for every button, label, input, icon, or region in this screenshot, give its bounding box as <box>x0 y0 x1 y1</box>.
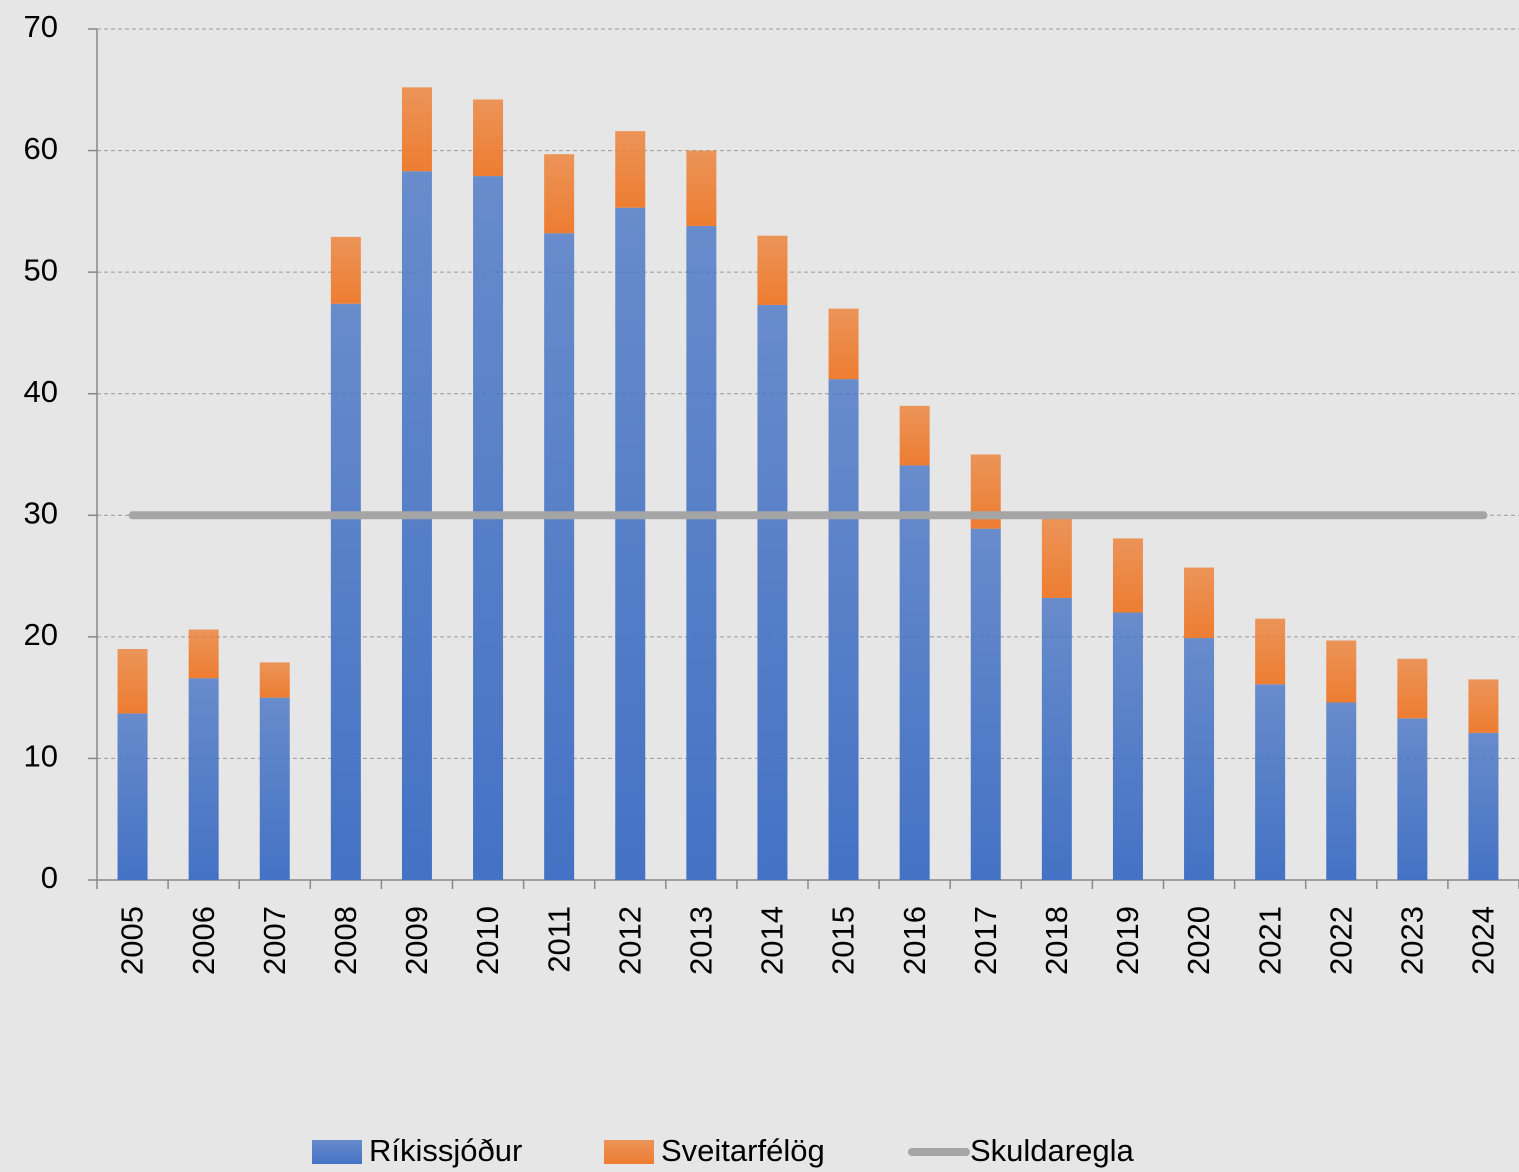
bar <box>1041 597 1072 880</box>
x-tick-label: 2015 <box>826 906 861 975</box>
bar <box>473 99 504 177</box>
y-tick-label: 20 <box>24 617 58 652</box>
legend-swatch <box>312 1140 362 1164</box>
x-tick-label: 2013 <box>684 906 719 975</box>
bar <box>330 236 361 304</box>
y-tick-label: 50 <box>24 252 58 287</box>
bar <box>1112 538 1143 613</box>
legend-label: Skuldaregla <box>970 1133 1134 1168</box>
bar <box>117 649 148 714</box>
y-tick-label: 10 <box>24 739 58 774</box>
x-tick-label: 2014 <box>755 906 790 975</box>
x-tick-label: 2024 <box>1466 906 1501 975</box>
bar <box>615 207 646 880</box>
bar <box>828 379 859 880</box>
bar <box>1468 679 1499 733</box>
bar <box>544 154 575 234</box>
bar <box>1112 612 1143 880</box>
bar <box>615 131 646 208</box>
bar <box>259 697 290 880</box>
x-tick-label: 2017 <box>968 906 1003 975</box>
y-tick-label: 0 <box>41 860 58 895</box>
bar <box>1397 658 1428 719</box>
legend-swatch <box>604 1140 654 1164</box>
bar <box>1255 684 1286 880</box>
bar <box>899 465 930 880</box>
bar <box>259 662 290 698</box>
x-tick-label: 2016 <box>897 906 932 975</box>
bar <box>1184 567 1215 639</box>
bar <box>188 678 219 880</box>
x-tick-label: 2012 <box>612 906 647 975</box>
bar <box>401 171 432 880</box>
bar <box>117 713 148 880</box>
bar <box>686 150 717 226</box>
x-tick-label: 2009 <box>399 906 434 975</box>
x-tick-label: 2019 <box>1110 906 1145 975</box>
bar <box>473 176 504 880</box>
x-tick-label: 2006 <box>186 906 221 975</box>
bar <box>1326 702 1357 880</box>
x-tick-label: 2010 <box>470 906 505 975</box>
x-tick-label: 2020 <box>1181 906 1216 975</box>
bar <box>828 308 859 380</box>
bar <box>330 303 361 880</box>
bar <box>970 528 1001 880</box>
y-tick-label: 60 <box>24 131 58 166</box>
y-tick-label: 30 <box>24 495 58 530</box>
legend-label: Ríkissjóður <box>369 1133 522 1168</box>
y-tick-label: 70 <box>24 9 58 44</box>
bar <box>1326 640 1357 703</box>
bar <box>1184 638 1215 880</box>
x-tick-label: 2023 <box>1395 906 1430 975</box>
x-tick-label: 2022 <box>1323 906 1358 975</box>
x-tick-label: 2021 <box>1252 906 1287 975</box>
bar <box>899 405 930 466</box>
bar <box>686 225 717 881</box>
y-tick-label: 40 <box>24 374 58 409</box>
bar <box>757 235 788 305</box>
bar <box>1468 732 1499 880</box>
bar <box>757 304 788 880</box>
x-tick-label: 2011 <box>541 906 576 973</box>
x-tick-label: 2005 <box>115 906 150 975</box>
x-tick-label: 2007 <box>257 906 292 975</box>
bar <box>1255 618 1286 685</box>
x-tick-label: 2008 <box>328 906 363 975</box>
legend-label: Sveitarfélög <box>661 1133 825 1168</box>
bar <box>188 629 219 679</box>
bar <box>544 233 575 881</box>
bar <box>1041 518 1072 598</box>
bar <box>1397 718 1428 880</box>
bar <box>401 87 432 172</box>
x-tick-label: 2018 <box>1039 906 1074 975</box>
